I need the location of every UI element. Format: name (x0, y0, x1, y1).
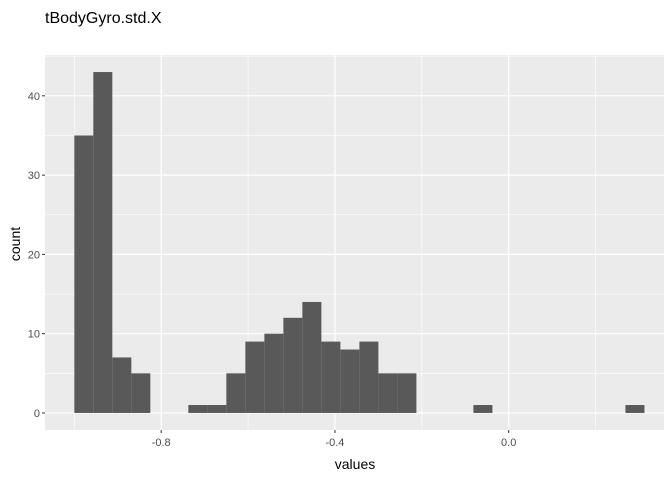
y-tick-label: 10 (28, 329, 40, 341)
histogram-bar (93, 72, 113, 413)
histogram-bar (378, 373, 398, 413)
histogram-bar (302, 301, 322, 413)
x-tick-label: -0.4 (325, 437, 344, 449)
histogram-bar (340, 349, 360, 413)
minor-gridlines (45, 55, 664, 430)
histogram-bar (264, 333, 284, 413)
y-tick-label: 20 (28, 249, 40, 261)
y-axis-ticks: 0 10 20 30 40 (28, 91, 45, 420)
y-axis-label: count (7, 227, 23, 261)
histogram-bar (131, 373, 151, 413)
histogram-bar (74, 135, 94, 413)
histogram-bar (112, 357, 132, 413)
x-axis-label: values (335, 456, 375, 472)
histogram-bar (283, 317, 303, 413)
histogram-bar (245, 341, 265, 413)
histogram-bar (359, 341, 379, 413)
histogram-bar (188, 405, 208, 413)
y-tick-label: 40 (28, 91, 40, 103)
x-tick-label: 0.0 (501, 437, 516, 449)
histogram-bar (321, 341, 341, 413)
y-tick-label: 0 (34, 408, 40, 420)
chart-title: tBodyGyro.std.X (45, 10, 162, 27)
histogram-bar (226, 373, 246, 413)
histogram-bar (473, 405, 493, 413)
histogram-bar (397, 373, 417, 413)
x-axis-ticks: -0.8 -0.4 0.0 (152, 430, 516, 449)
y-tick-label: 30 (28, 170, 40, 182)
x-tick-label: -0.8 (152, 437, 171, 449)
histogram-bars (74, 72, 645, 413)
histogram-bar (207, 405, 227, 413)
histogram-bar (625, 405, 645, 413)
